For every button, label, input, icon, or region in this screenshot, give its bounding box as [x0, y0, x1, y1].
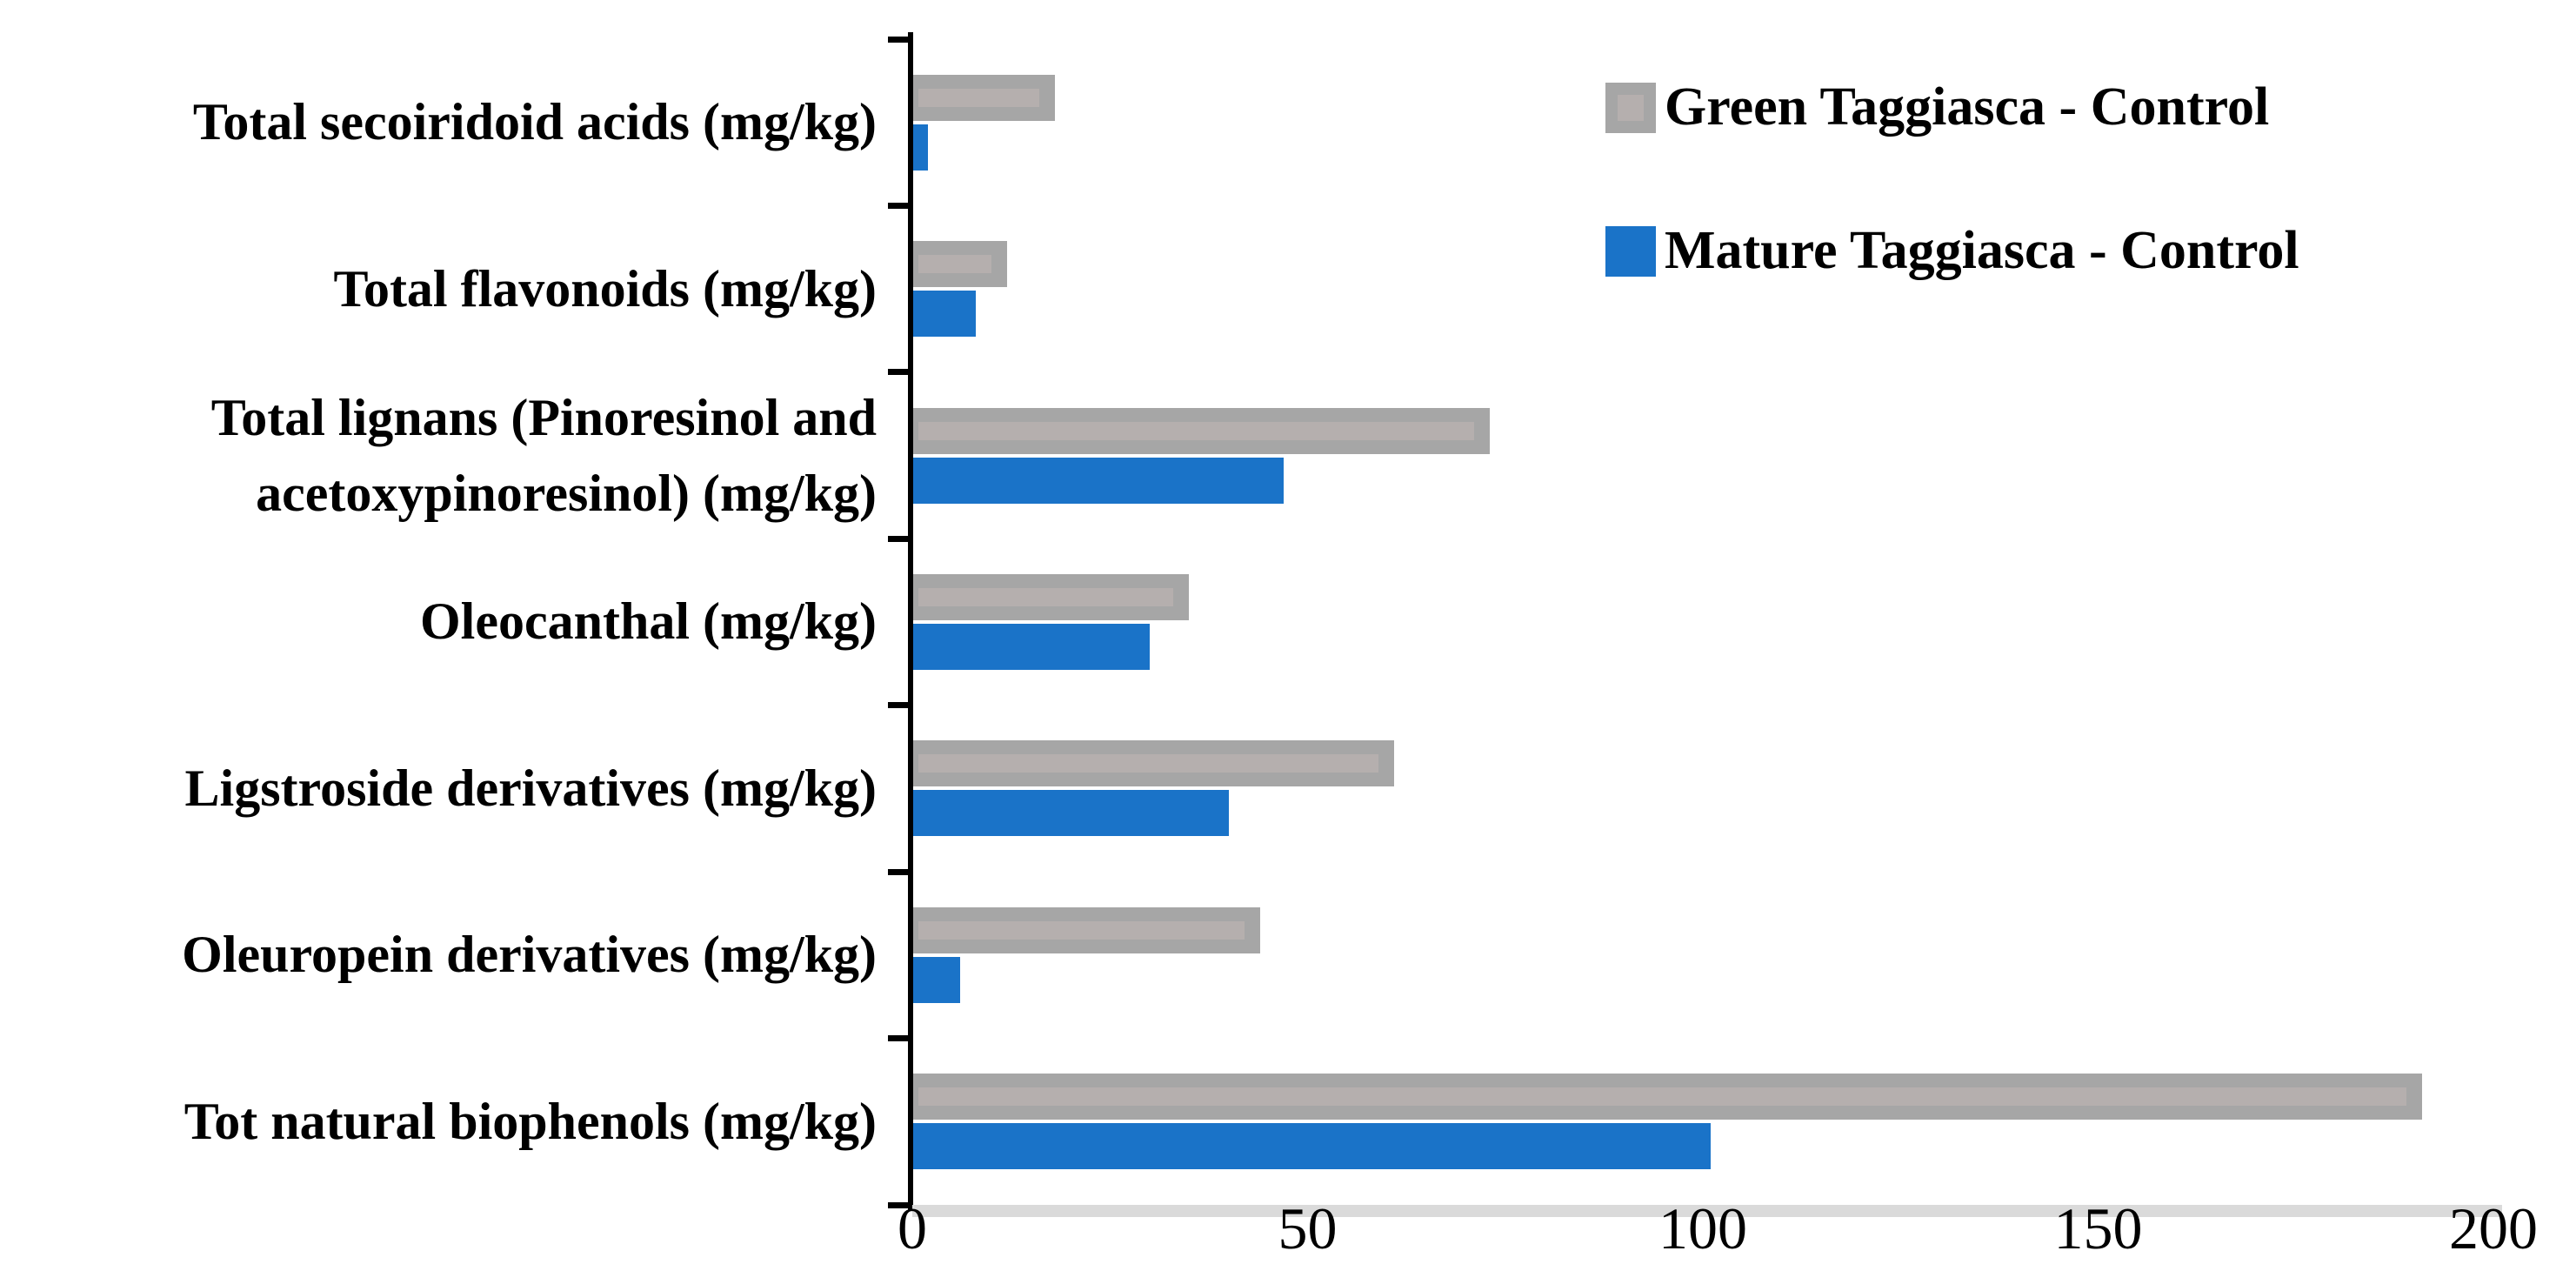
category-label: Oleocanthal (mg/kg) — [420, 592, 877, 651]
bar-highlight — [918, 920, 1245, 940]
bar-green-taggiasca — [912, 906, 1260, 953]
chart-row: Total lignans (Pinoresinol and acetoxypi… — [0, 372, 2576, 539]
chart-row: Oleocanthal (mg/kg) — [0, 539, 2576, 705]
x-axis-tick-label: 150 — [2053, 1195, 2143, 1261]
legend-item-mature-taggiasca: Mature Taggiasca - Control — [1605, 220, 2299, 282]
y-axis-tick — [888, 202, 912, 209]
legend-swatch-green-taggiasca — [1605, 82, 1656, 133]
chart-row: Total flavonoids (mg/kg) — [0, 205, 2576, 371]
x-axis-tick-label: 0 — [898, 1195, 927, 1261]
category-label: Total lignans (Pinoresinol and acetoxypi… — [210, 388, 877, 522]
bar-highlight — [918, 88, 1039, 107]
x-axis-tick-label: 100 — [1658, 1195, 1747, 1261]
chart-row: Oleuropein derivatives (mg/kg) — [0, 872, 2576, 1038]
bar-highlight — [918, 421, 1474, 440]
chart-row: Tot natural biophenols (mg/kg) — [0, 1039, 2576, 1205]
chart-row: Ligstroside derivatives (mg/kg) — [0, 706, 2576, 872]
bar-mature-taggiasca — [912, 1123, 1712, 1170]
bar-green-taggiasca — [912, 573, 1190, 620]
y-axis-tick — [888, 868, 912, 875]
bar-green-taggiasca — [912, 1074, 2423, 1120]
legend-item-green-taggiasca: Green Taggiasca - Control — [1605, 77, 2269, 138]
x-axis-tick-label: 50 — [1278, 1195, 1338, 1261]
bar-mature-taggiasca — [912, 790, 1229, 837]
y-axis-tick — [888, 535, 912, 542]
bar-highlight — [918, 754, 1379, 773]
bar-green-taggiasca — [912, 740, 1395, 787]
y-axis-tick — [888, 1201, 912, 1208]
chart-row: Total secoiridoid acids (mg/kg) — [0, 39, 2576, 205]
y-axis-line — [908, 32, 913, 1211]
bar-mature-taggiasca — [912, 291, 976, 338]
y-axis-tick — [888, 702, 912, 709]
bar-green-taggiasca — [912, 241, 1008, 288]
x-axis-tick-label: 200 — [2449, 1195, 2538, 1261]
y-axis-tick — [888, 36, 912, 43]
category-label: Total secoiridoid acids (mg/kg) — [192, 93, 877, 151]
category-label: Total flavonoids (mg/kg) — [333, 259, 877, 318]
bar-highlight — [918, 587, 1174, 606]
legend-swatch-mature-taggiasca — [1605, 225, 1656, 277]
bar-mature-taggiasca — [912, 124, 929, 171]
legend-label: Mature Taggiasca - Control — [1665, 221, 2299, 280]
x-axis-baseline — [912, 1205, 2502, 1217]
bar-green-taggiasca — [912, 74, 1055, 121]
bar-mature-taggiasca — [912, 956, 960, 1003]
bar-mature-taggiasca — [912, 623, 1150, 670]
y-axis-tick — [888, 369, 912, 376]
bar-highlight — [918, 1087, 2407, 1107]
category-label: Tot natural biophenols (mg/kg) — [184, 1092, 877, 1150]
y-axis-tick — [888, 1035, 912, 1042]
legend-swatch-highlight — [1618, 94, 1644, 121]
category-label: Ligstroside derivatives (mg/kg) — [184, 759, 878, 817]
legend-label: Green Taggiasca - Control — [1665, 77, 2270, 137]
bar-highlight — [918, 255, 992, 274]
bar-green-taggiasca — [912, 407, 1490, 454]
category-label: Oleuropein derivatives (mg/kg) — [182, 926, 877, 984]
bar-mature-taggiasca — [912, 457, 1285, 504]
